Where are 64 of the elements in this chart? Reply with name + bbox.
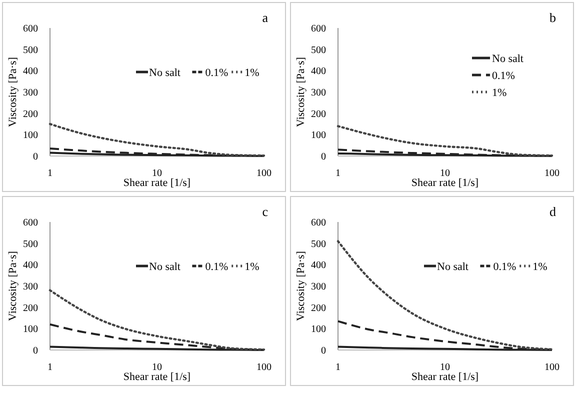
y-tick-label: 100 xyxy=(311,130,326,142)
legend-label: 1% xyxy=(532,261,548,273)
x-tick-label: 100 xyxy=(256,362,272,373)
y-tick-label: 500 xyxy=(23,44,38,56)
x-tick-label: 10 xyxy=(152,362,162,373)
y-tick-label: 500 xyxy=(23,238,38,250)
x-axis-title: Shear rate [1/s] xyxy=(411,177,479,189)
legend-label: 0.1% xyxy=(492,70,515,82)
y-tick-label: 300 xyxy=(23,88,38,98)
y-tick-label: 600 xyxy=(311,24,326,34)
y-tick-label: 200 xyxy=(311,302,326,314)
y-tick-label: 0 xyxy=(33,346,38,356)
legend-label: 0.1% xyxy=(205,261,228,273)
y-tick-label: 500 xyxy=(311,238,326,250)
y-tick-label: 0 xyxy=(321,346,326,356)
y-tick-label: 0 xyxy=(321,152,326,162)
legend-label: No salt xyxy=(492,53,524,65)
y-tick-label: 400 xyxy=(311,66,326,78)
x-tick-label: 1 xyxy=(336,168,340,179)
y-tick-label: 200 xyxy=(23,302,38,314)
legend-label: 1% xyxy=(244,67,260,79)
chart-title: b xyxy=(550,10,556,25)
y-tick-label: 200 xyxy=(311,108,326,120)
y-tick-label: 100 xyxy=(311,324,326,336)
y-axis-title: Viscosity [Pa·s] xyxy=(295,251,307,321)
x-axis-title: Shear rate [1/s] xyxy=(123,177,191,189)
y-axis-title: Viscosity [Pa·s] xyxy=(7,57,19,127)
y-axis-title: Viscosity [Pa·s] xyxy=(7,251,19,321)
x-axis-title: Shear rate [1/s] xyxy=(123,371,191,383)
legend-label: 0.1% xyxy=(205,67,228,79)
y-tick-label: 400 xyxy=(23,260,38,272)
x-tick-label: 1 xyxy=(48,362,52,373)
legend-label: 1% xyxy=(244,261,260,273)
y-tick-label: 300 xyxy=(311,88,326,98)
y-tick-label: 200 xyxy=(23,108,38,120)
y-tick-label: 500 xyxy=(311,44,326,56)
legend-label: 1% xyxy=(492,87,507,99)
chart-title: a xyxy=(262,10,268,25)
x-tick-label: 10 xyxy=(440,362,450,373)
x-tick-label: 10 xyxy=(440,168,450,179)
x-tick-label: 1 xyxy=(48,168,52,179)
x-tick-label: 100 xyxy=(544,362,560,373)
y-tick-label: 600 xyxy=(23,24,38,34)
y-tick-label: 600 xyxy=(23,218,38,228)
legend-label: No salt xyxy=(149,261,180,273)
x-tick-label: 10 xyxy=(152,168,162,179)
y-tick-label: 600 xyxy=(311,218,326,228)
y-tick-label: 300 xyxy=(311,282,326,292)
y-axis-title: Viscosity [Pa·s] xyxy=(295,57,307,127)
y-tick-label: 400 xyxy=(311,260,326,272)
x-tick-label: 100 xyxy=(256,168,272,179)
chart-title: d xyxy=(550,204,556,219)
legend-label: No salt xyxy=(437,261,468,273)
legend-label: 0.1% xyxy=(493,261,516,273)
y-tick-label: 100 xyxy=(23,324,38,336)
x-axis-title: Shear rate [1/s] xyxy=(411,371,479,383)
x-tick-label: 1 xyxy=(336,362,340,373)
legend-label: No salt xyxy=(149,67,180,79)
x-tick-label: 100 xyxy=(544,168,560,179)
y-tick-label: 0 xyxy=(33,152,38,162)
y-tick-label: 100 xyxy=(23,130,38,142)
y-tick-label: 300 xyxy=(23,282,38,292)
y-tick-label: 400 xyxy=(23,66,38,78)
chart-title: c xyxy=(262,204,268,219)
